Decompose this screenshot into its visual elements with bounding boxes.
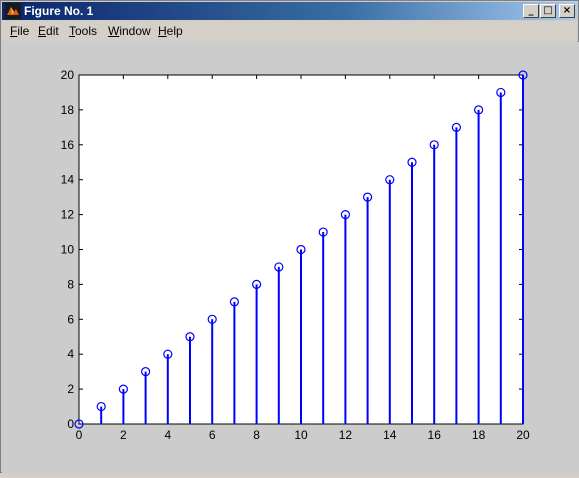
y-tick-label: 20 [61,68,75,82]
stem-marker [496,87,506,98]
y-axis: 0 2 4 6 8 10 12 14 16 18 20 [61,68,523,431]
minimize-button[interactable]: _ [523,4,539,18]
x-tick-label: 2 [120,428,127,442]
stem-marker [74,419,84,429]
y-tick-label: 16 [61,138,75,152]
y-tick-label: 12 [61,208,75,222]
stem-marker [252,279,262,289]
figure-canvas: 0 2 4 6 8 10 12 14 16 18 20 0 2 4 6 8 10 12 14 16 18 20 [2,42,579,473]
stem-marker [474,105,484,115]
y-tick-label: 10 [61,243,75,257]
y-tick-label: 2 [67,382,74,396]
menu-file[interactable]: File [10,24,30,38]
stem-marker [185,332,195,342]
stem-marker [429,140,439,150]
stem-marker [407,157,417,167]
x-tick-label: 0 [76,428,83,442]
stem-marker [118,384,129,394]
stem-marker [163,349,173,359]
stem-chart: 0 2 4 6 8 10 12 14 16 18 20 0 2 4 6 8 10 12 14 16 18 20 [61,68,530,442]
title-bar[interactable]: Figure No. 1 _ □ × [2,2,577,20]
x-tick-label: 16 [428,428,442,442]
menu-edit[interactable]: Edit [38,24,59,38]
stem-marker [207,314,217,324]
matlab-logo-icon [5,3,21,19]
x-tick-label: 4 [164,428,171,442]
y-tick-label: 8 [67,277,74,291]
menu-window[interactable]: Window [108,24,151,38]
y-tick-label: 6 [67,312,74,326]
x-tick-label: 10 [294,428,308,442]
x-tick-label: 6 [209,428,216,442]
stem-marker [229,297,239,307]
stem-marker [274,262,284,272]
maximize-button[interactable]: □ [540,4,556,18]
x-axis: 0 2 4 6 8 10 12 14 16 18 20 [76,75,530,442]
stem-marker [385,175,395,185]
stem-marker [318,227,328,237]
menu-help[interactable]: Help [158,24,183,38]
x-tick-label: 12 [339,428,353,442]
stem-series [74,70,528,429]
stem-marker [96,401,106,412]
stem-marker [340,210,350,220]
y-tick-label: 18 [61,103,75,117]
x-tick-label: 8 [253,428,260,442]
stem-marker [363,192,373,202]
stem-marker [296,244,306,255]
stem-marker [518,70,528,80]
stem-marker [451,122,461,132]
x-tick-label: 20 [516,428,530,442]
x-tick-label: 18 [472,428,486,442]
window-title: Figure No. 1 [24,4,94,18]
close-button[interactable]: × [559,4,575,18]
y-tick-label: 4 [67,347,74,361]
menu-bar: File Edit Tools Window Help [2,21,577,41]
y-tick-label: 0 [67,417,74,431]
stem-marker [141,367,151,377]
y-tick-label: 14 [61,173,75,187]
x-tick-label: 14 [383,428,397,442]
menu-tools[interactable]: Tools [69,24,98,38]
